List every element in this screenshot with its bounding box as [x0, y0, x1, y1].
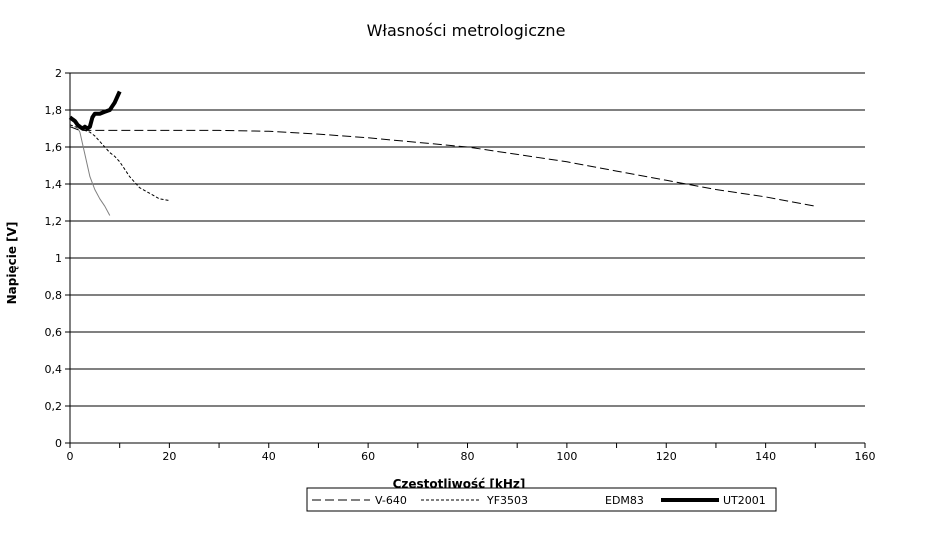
y-tick-label: 0,2 — [45, 400, 63, 413]
y-tick-label: 0 — [55, 437, 62, 450]
series-line-yf3503 — [69, 124, 170, 202]
x-tick-label: 160 — [855, 450, 876, 463]
x-tick-label: 120 — [656, 450, 677, 463]
chart-title: Własności metrologiczne — [367, 21, 566, 40]
x-tick-label: 20 — [162, 450, 176, 463]
y-tick-label: 1,4 — [45, 178, 63, 191]
y-tick-label: 0,6 — [45, 326, 63, 339]
gridlines — [70, 72, 865, 407]
x-tick-label: 140 — [755, 450, 776, 463]
y-tick-label: 0,8 — [45, 289, 63, 302]
series-lines — [68, 90, 816, 216]
x-tick-label: 40 — [262, 450, 276, 463]
legend-box — [306, 487, 777, 512]
x-tick-label: 80 — [461, 450, 475, 463]
y-tick-label: 1 — [55, 252, 62, 265]
legend-label: V-640 — [375, 494, 407, 507]
y-tick-label: 0,4 — [45, 363, 63, 376]
y-tick-label: 1,8 — [45, 104, 63, 117]
axes: 00,20,40,60,811,21,41,61,820 20 40 60 80 100 1… — [45, 67, 876, 463]
y-tick-label: 1,6 — [45, 141, 63, 154]
x-tick-label: 60 — [361, 450, 375, 463]
y-tick-label: 2 — [55, 67, 62, 80]
legend-label: EDM83 — [605, 494, 644, 507]
legend-label: UT2001 — [723, 494, 766, 507]
series-line-v-640 — [69, 126, 816, 207]
y-tick-label: 1,2 — [45, 215, 63, 228]
series-line-edm83 — [69, 118, 111, 216]
x-tick-label: 100 — [556, 450, 577, 463]
legend: V-640 YF3503 EDM83 UT2001 — [306, 487, 777, 512]
y-axis-label: Napięcie [V] — [5, 222, 19, 305]
x-tick-label: 0 — [67, 450, 74, 463]
legend-label: YF3503 — [486, 494, 528, 507]
series-line-ut2001 — [68, 90, 122, 131]
